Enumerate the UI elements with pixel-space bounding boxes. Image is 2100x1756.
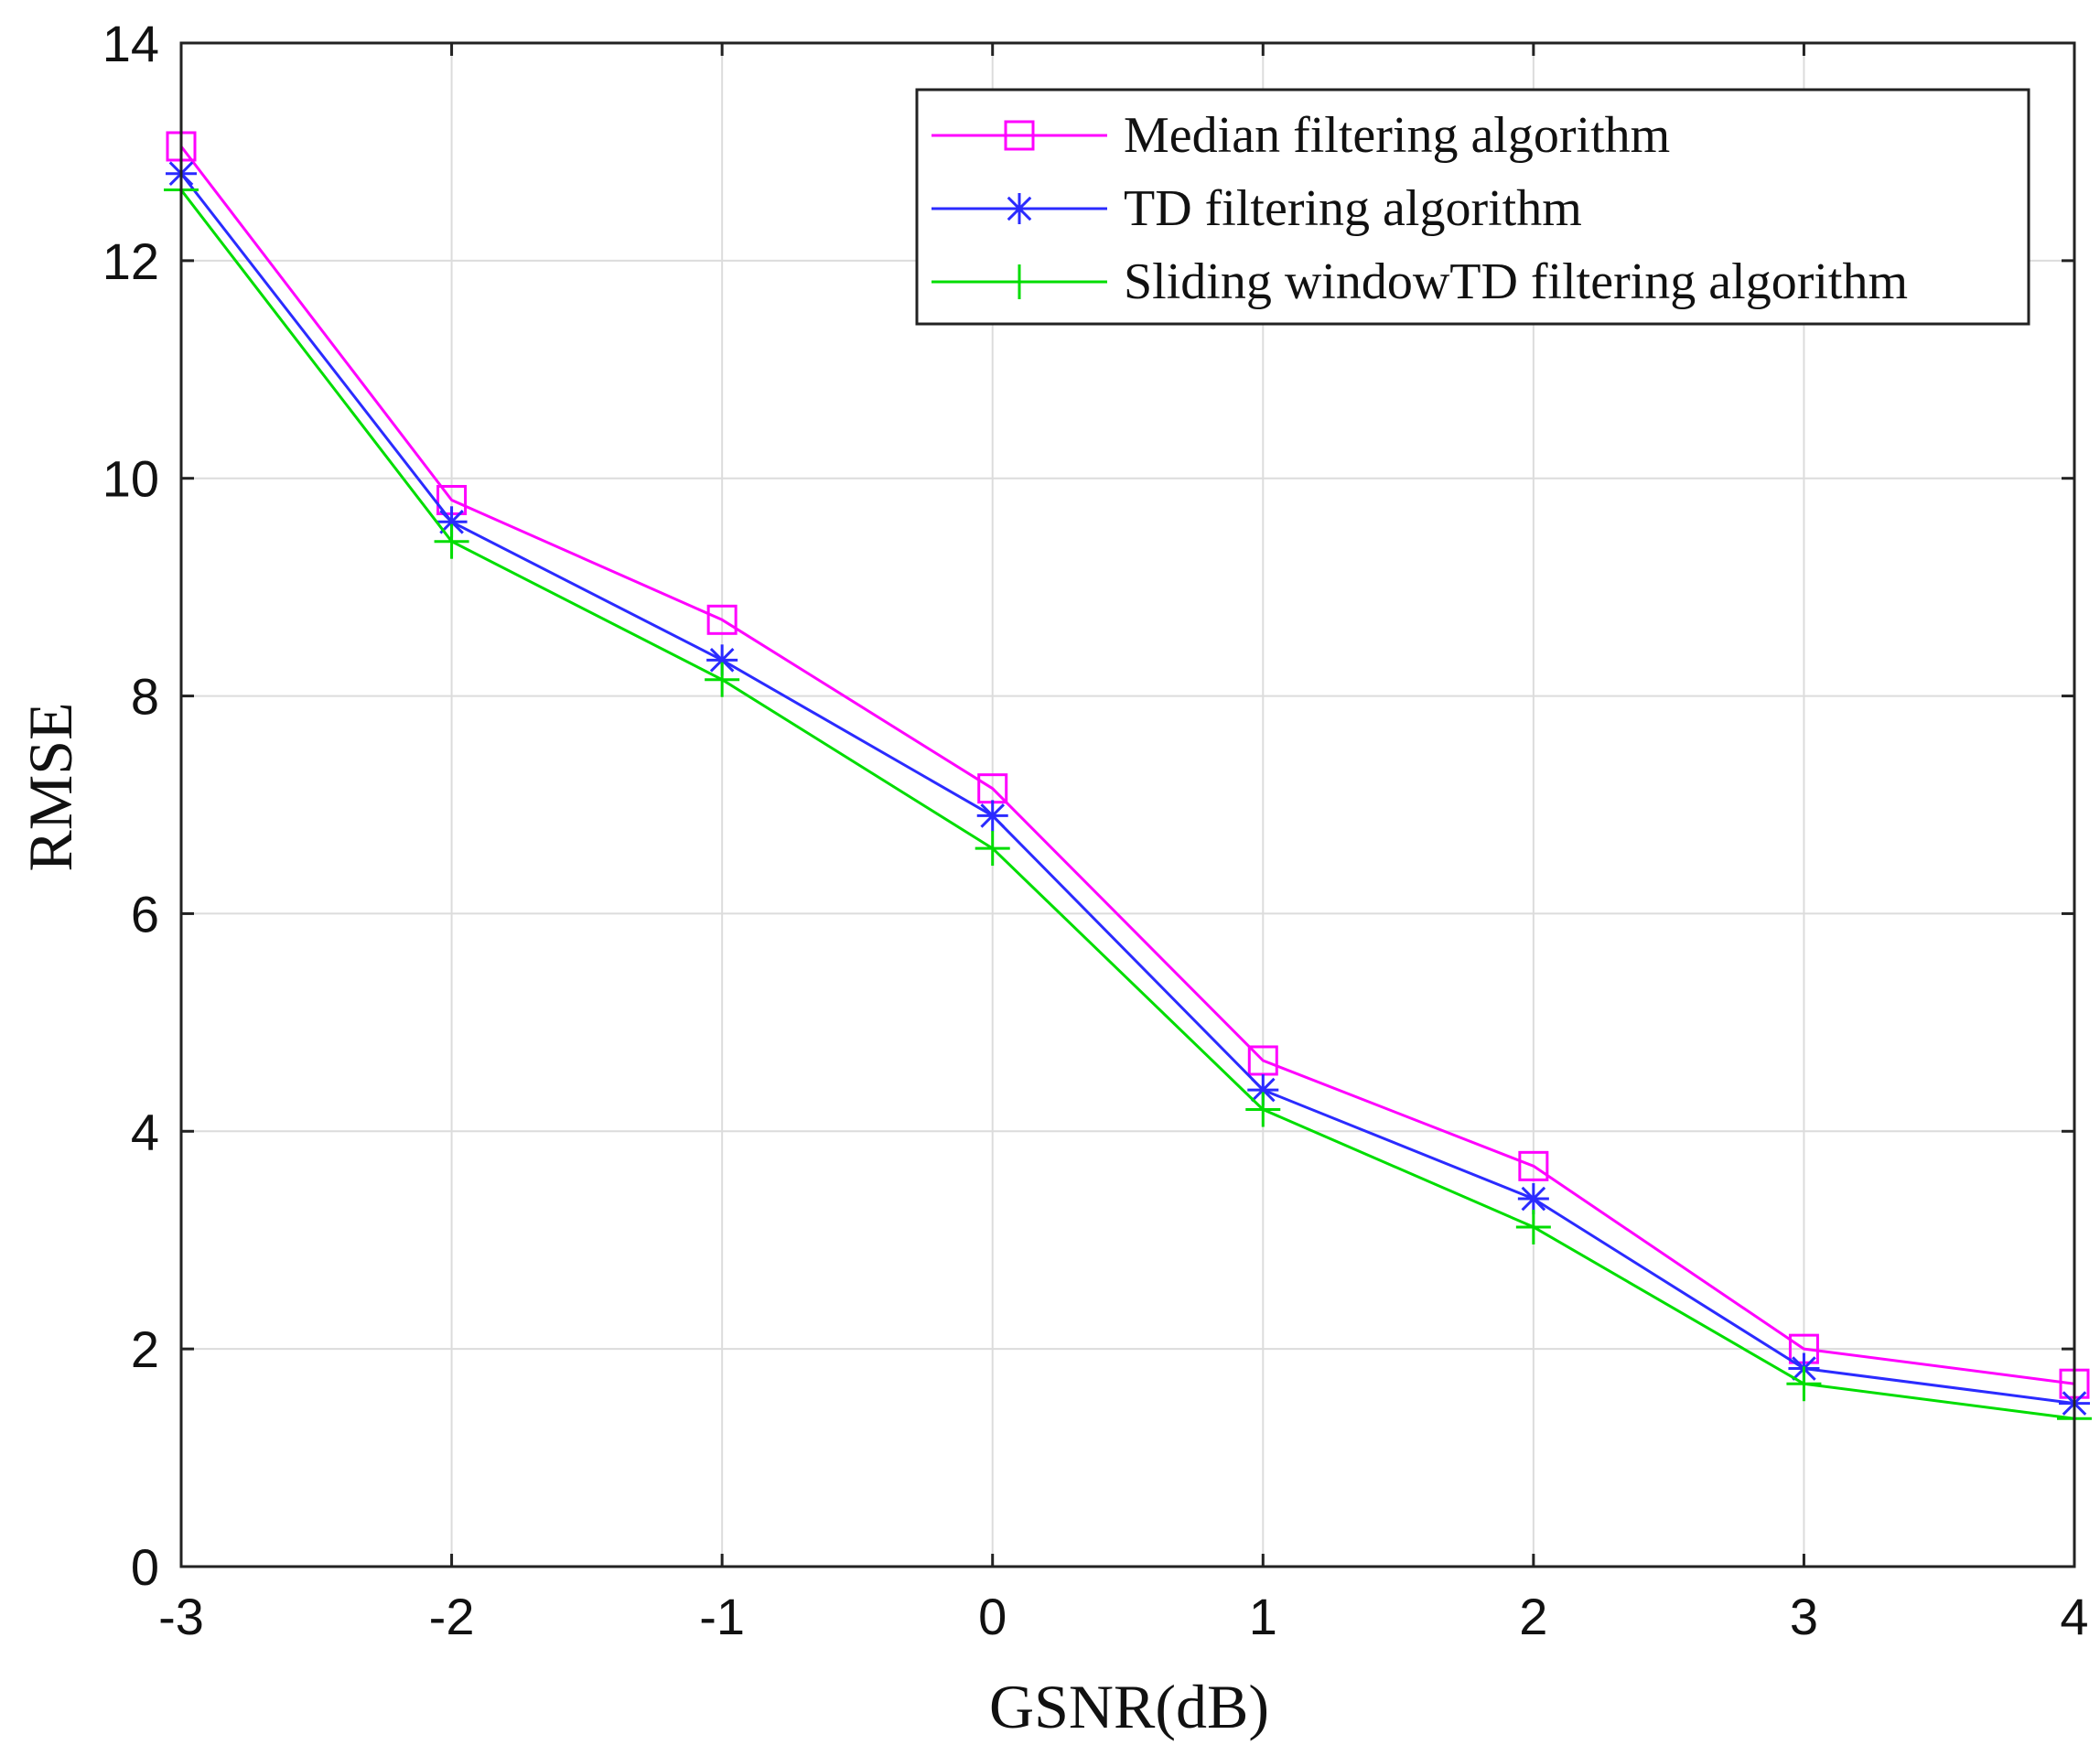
- data-point: [976, 800, 1008, 832]
- legend-marker: [1004, 120, 1035, 151]
- y-tick-label: 4: [131, 1103, 159, 1160]
- x-tick-label: -3: [158, 1588, 204, 1645]
- legend-label: TD filtering algorithm: [1124, 180, 1582, 237]
- legend-entry: TD filtering algorithm: [932, 180, 1582, 237]
- legend-entry: Sliding windowTD filtering algorithm: [932, 253, 1908, 310]
- square-marker-shape: [1004, 120, 1035, 151]
- asterisk-stroke: [980, 803, 1006, 828]
- x-tick-label: -2: [429, 1588, 475, 1645]
- x-tick-label: -1: [699, 1588, 745, 1645]
- x-tick-label: 0: [978, 1588, 1007, 1645]
- legend-box: [915, 88, 2030, 326]
- y-tick-label: 12: [102, 232, 159, 290]
- data-point: [1247, 1045, 1278, 1076]
- plot-frame: [179, 41, 2076, 1568]
- asterisk-stroke: [1007, 196, 1032, 221]
- data-point: [1515, 1209, 1551, 1244]
- asterisk-stroke: [439, 509, 464, 534]
- asterisk-stroke: [1250, 1077, 1276, 1103]
- x-axis-title: GSNR(dB): [989, 1672, 1269, 1741]
- y-axis-title: RMSE: [16, 702, 85, 871]
- x-tick-label: 3: [1790, 1588, 1818, 1645]
- x-tick-label: 1: [1249, 1588, 1277, 1645]
- legend: Median filtering algorithm TD filtering a…: [915, 88, 2030, 326]
- legend-entry: Median filtering algorithm: [932, 107, 1670, 164]
- legend-marker: [1004, 193, 1035, 224]
- x-tick-label: 2: [1519, 1588, 1547, 1645]
- data-point: [1517, 1183, 1549, 1215]
- data-point: [705, 662, 740, 697]
- asterisk-stroke: [1521, 1186, 1546, 1212]
- series-layer: [164, 131, 2092, 1437]
- legend-label: Median filtering algorithm: [1124, 107, 1670, 164]
- data-point: [1786, 1366, 1822, 1402]
- series-2: [166, 157, 2090, 1419]
- y-tick-label: 14: [102, 15, 159, 72]
- data-point: [1245, 1092, 1281, 1127]
- y-tick-label: 10: [102, 450, 159, 508]
- data-point: [1518, 1150, 1549, 1181]
- data-point: [434, 523, 469, 559]
- y-tick-label: 8: [131, 668, 159, 726]
- square-marker-shape: [1518, 1150, 1549, 1181]
- y-tick-label: 6: [131, 885, 159, 943]
- legend-marker: [1002, 264, 1037, 299]
- series-line: [179, 189, 2075, 1420]
- square-marker-shape: [1247, 1045, 1278, 1076]
- legend-entries: Median filtering algorithm TD filtering a…: [932, 107, 1908, 310]
- series-line: [179, 172, 2075, 1406]
- square-marker-shape: [706, 604, 738, 635]
- data-point: [706, 604, 738, 635]
- y-tick-label: 2: [131, 1320, 159, 1378]
- x-tick-label: 4: [2060, 1588, 2088, 1645]
- series-line: [179, 145, 2075, 1385]
- data-point: [975, 831, 1010, 867]
- legend-label: Sliding windowTD filtering algorithm: [1124, 253, 1908, 310]
- y-tick-label: 0: [131, 1538, 159, 1596]
- asterisk-stroke: [709, 648, 735, 673]
